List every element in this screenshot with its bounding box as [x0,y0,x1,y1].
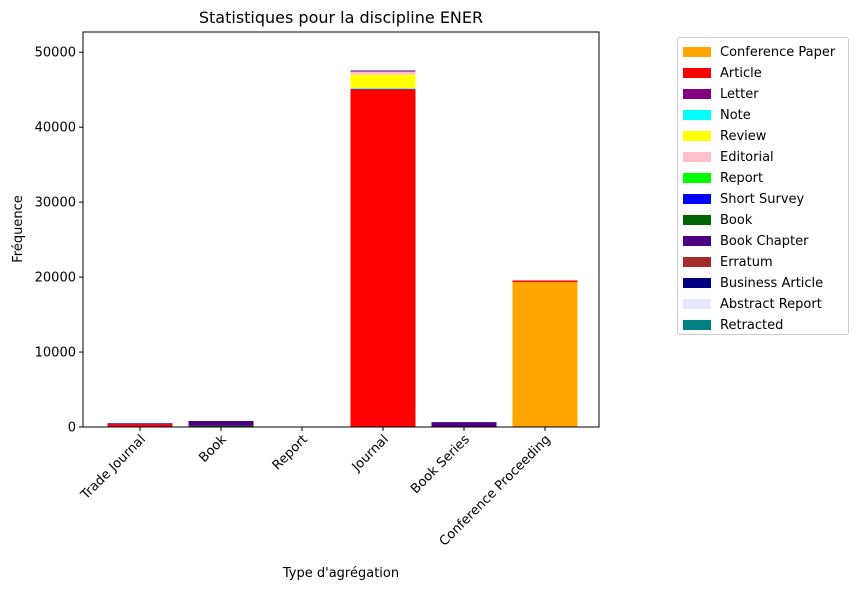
y-tick-label: 50000 [35,46,76,61]
bar-book-chapter-trade-journal [107,423,173,425]
y-tick-label: 0 [68,421,76,436]
legend-item: Review [683,127,766,145]
x-axis: Trade Journal Book Report Journal Book Serie… [78,427,554,549]
legend-swatch [683,47,711,57]
legend-swatch [683,89,711,99]
bar-review-journal [350,74,416,89]
legend-item: Retracted [683,316,783,334]
legend-item: Book [683,211,752,229]
legend-label: Short Survey [720,191,805,207]
legend-swatch [683,152,711,162]
legend-label: Article [720,65,762,81]
legend-label: Abstract Report [720,296,822,312]
legend-label: Retracted [720,317,784,333]
chart-title: Statistiques pour la discipline ENER [199,8,483,27]
legend-item: Letter [683,85,759,103]
legend: Conference Paper Article Letter Note Review E… [677,37,849,335]
y-axis-label: Fréquence [11,195,26,262]
legend-label: Conference Paper [720,44,836,60]
legend-swatch [683,110,711,120]
bar-article-conference-proceeding [512,280,578,282]
bar-article-trade-journal [107,424,173,427]
bar-book-chapter-book-series [431,422,497,427]
legend-item: Abstract Report [683,295,822,313]
legend-item: Short Survey [683,190,804,208]
legend-label: Review [720,128,767,144]
bar-layer [107,70,578,428]
plot-frame [82,31,600,428]
legend-swatch [683,131,711,141]
legend-swatch [683,320,711,330]
legend-item: Conference Paper [683,43,835,61]
legend-item: Business Article [683,274,823,292]
x-axis-label: Type d'agrégation [282,566,399,581]
legend-swatch [683,278,711,288]
y-axis: 0 10000 20000 30000 40000 50000 [35,46,83,436]
legend-swatch [683,173,711,183]
legend-item: Report [683,169,763,187]
legend-swatch [683,215,711,225]
bar-book-chapter-book [188,421,254,426]
legend-swatch [683,68,711,78]
legend-label: Book [720,212,753,228]
x-tick-label: Book [196,432,230,466]
x-tick-label: Book Series [408,432,473,497]
legend-item: Article [683,64,762,82]
y-tick-label: 40000 [35,121,76,136]
legend-label: Letter [720,86,759,102]
legend-label: Report [720,170,764,186]
bar-editorial-journal [350,70,416,75]
legend-swatch [683,299,711,309]
x-tick-label: Trade Journal [78,432,149,503]
legend-label: Business Article [720,275,824,291]
legend-item: Editorial [683,148,774,166]
legend-item: Note [683,106,751,124]
x-tick-label: Report [270,432,311,473]
y-tick-label: 10000 [35,346,76,361]
bar-conference-paper-conference-proceeding [512,281,578,427]
legend-swatch [683,236,711,246]
legend-swatch [683,257,711,267]
legend-label: Book Chapter [720,233,809,249]
legend-item: Erratum [683,253,773,271]
legend-label: Editorial [720,149,774,165]
legend-label: Erratum [720,254,773,270]
x-tick-label: Journal [349,432,392,475]
bar-article-journal [350,89,416,427]
bar-book-book [188,425,254,427]
y-tick-label: 30000 [35,196,76,211]
y-tick-label: 20000 [35,271,76,286]
legend-swatch [683,194,711,204]
bar-note-journal [350,88,416,90]
legend-label: Note [720,107,751,123]
legend-item: Book Chapter [683,232,808,250]
